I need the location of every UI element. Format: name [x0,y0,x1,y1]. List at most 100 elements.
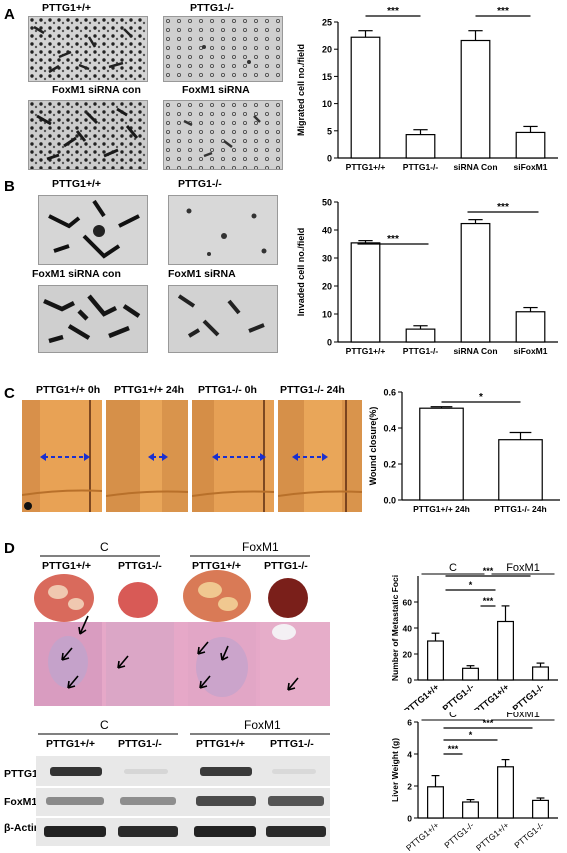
significance-label: * [469,580,473,590]
y-tick-label: 5 [327,126,332,136]
western-row-label-pttg1: PTTG1 [4,768,38,780]
migration-image-sirna-con [28,100,148,170]
western-lane-label-3: PTTG1+/+ [196,738,246,750]
western-blot-actin [36,818,330,846]
significance-label: *** [497,6,509,17]
x-tick-label: PTTG1+/+ [346,162,386,172]
y-tick-label: 20 [322,45,332,55]
image-label-b3: FoxM1 siRNA con [32,268,121,280]
x-tick-label: PTTG1-/- [403,162,439,172]
bar [497,620,514,681]
x-tick-label: PTTG1-/- 24h [494,504,546,514]
significance-label: *** [448,744,459,754]
bar [498,439,543,501]
y-tick-label: 15 [322,72,332,82]
y-axis-label: Liver Weight (g) [390,738,400,802]
liver-group-c-label: C [100,540,109,554]
y-tick-label: 0 [327,338,332,348]
bar [427,640,444,681]
western-group-c-label: C [100,718,109,732]
chart-wound-closure: 0.0 0.2 0.4 0.6 Wound closure(%) PTTG1+/+ 24h… [368,388,560,514]
significance-label: *** [483,566,494,576]
image-label-a1: PTTG1+/+ [42,2,92,14]
x-tick-label: PTTG1-/- [442,820,476,851]
liver-image-label-2: PTTG1-/- [118,560,162,572]
bar [460,39,491,159]
y-tick-label: 40 [322,226,332,236]
western-row-label-foxm1: FoxM1 [4,796,38,808]
image-label-c1: PTTG1+/+ 0h [36,384,101,396]
invasion-image-pttg1-wt [38,195,148,265]
x-tick-label: PTTG1+/+ [474,820,511,853]
y-tick-label: 10 [322,99,332,109]
x-tick-label: siFoxM1 [513,162,547,172]
y-tick-label: 2 [407,782,412,792]
y-tick-label: 50 [322,198,332,208]
y-tick-label: 20 [403,650,413,660]
x-tick-label: PTTG1-/- [441,682,476,710]
western-blot-foxm1 [36,788,330,816]
bar [350,242,381,343]
y-tick-label: 0.0 [383,496,396,506]
significance-label: *** [483,718,494,728]
image-label-a3: FoxM1 siRNA con [52,84,141,96]
liver-image-label-1: PTTG1+/+ [42,560,92,572]
western-blot-pttg1 [36,756,330,786]
y-tick-label: 0 [327,154,332,164]
bar [405,328,436,343]
group-label: C [449,562,457,574]
western-lane-label-2: PTTG1-/- [118,738,162,750]
x-tick-label: PTTG1+/+ [346,346,386,356]
western-group-foxm1-label: FoxM1 [244,718,281,732]
liver-group-foxm1-label: FoxM1 [242,540,279,554]
liver-histology-images [34,622,330,706]
bar [497,766,514,819]
x-tick-label: PTTG1-/- [403,346,439,356]
y-tick-label: 10 [322,310,332,320]
y-axis-label: Invaded cell no./field [296,228,306,317]
bar [350,36,381,159]
image-label-b1: PTTG1+/+ [52,178,102,190]
significance-label: *** [387,6,399,17]
panel-letter-c: C [4,385,15,402]
y-tick-label: 40 [403,624,413,634]
y-tick-label: 0.4 [383,424,396,434]
panel-letter-d: D [4,540,15,557]
liver-image-label-4: PTTG1-/- [264,560,308,572]
bar [405,134,436,159]
image-label-a4: FoxM1 siRNA [182,84,250,96]
y-axis-label: Number of Metastatic Foci [390,575,400,681]
panel-letter-a: A [4,6,15,23]
panel-letter-b: B [4,178,15,195]
bar [427,786,444,819]
image-label-c4: PTTG1-/- 24h [280,384,345,396]
bar [515,131,546,159]
chart-invasion: 0 10 20 30 40 50 Invaded cell no./field PTTG1+/… [296,198,558,356]
y-tick-label: 0 [407,814,412,824]
y-tick-label: 0 [407,676,412,686]
y-tick-label: 0.6 [383,388,396,398]
invasion-image-pttg1-ko [168,195,278,265]
y-tick-label: 60 [403,598,413,608]
bar [515,311,546,343]
bar [460,222,491,343]
y-tick-label: 25 [322,18,332,28]
migration-image-pttg1-ko [163,16,283,82]
x-tick-label: siFoxM1 [513,346,547,356]
bar [532,799,549,819]
liver-image-label-3: PTTG1+/+ [192,560,242,572]
migration-image-pttg1-wt [28,16,148,82]
invasion-image-sirna-con [38,285,148,353]
image-label-b2: PTTG1-/- [178,178,222,190]
image-label-a2: PTTG1-/- [190,2,234,14]
group-label: C [449,712,457,720]
western-lane-label-1: PTTG1+/+ [46,738,96,750]
invasion-image-sifoxm1 [168,285,278,353]
x-tick-label: PTTG1+/+ [402,682,441,710]
y-tick-label: 4 [407,750,412,760]
